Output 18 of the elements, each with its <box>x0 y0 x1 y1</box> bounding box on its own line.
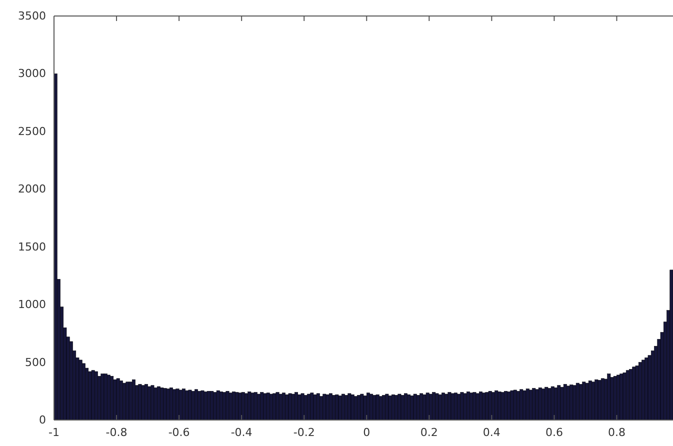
y-tick-label: 500 <box>25 356 46 369</box>
y-tick-label: 2000 <box>18 182 46 196</box>
y-tick-label: 3500 <box>18 10 46 23</box>
x-tick-label: 0.2 <box>420 426 438 439</box>
x-tick-label: 0.4 <box>482 426 500 439</box>
x-tick-label: -0.2 <box>293 426 315 439</box>
x-tick-label: -1 <box>48 426 60 439</box>
x-tick-label: -0.4 <box>230 426 252 439</box>
x-tick-label: -0.8 <box>106 426 128 439</box>
x-tick-label: -0.6 <box>168 426 190 439</box>
y-tick-label: 2500 <box>18 124 46 138</box>
y-tick-label: 0 <box>39 414 46 427</box>
y-tick-label: 1500 <box>18 240 46 254</box>
x-tick-label: 0.6 <box>545 426 563 439</box>
y-tick-label: 1000 <box>18 298 46 312</box>
x-tick-label: 0 <box>363 426 370 439</box>
y-tick-label: 3000 <box>18 67 46 80</box>
x-tick-label: 0.8 <box>608 426 626 439</box>
